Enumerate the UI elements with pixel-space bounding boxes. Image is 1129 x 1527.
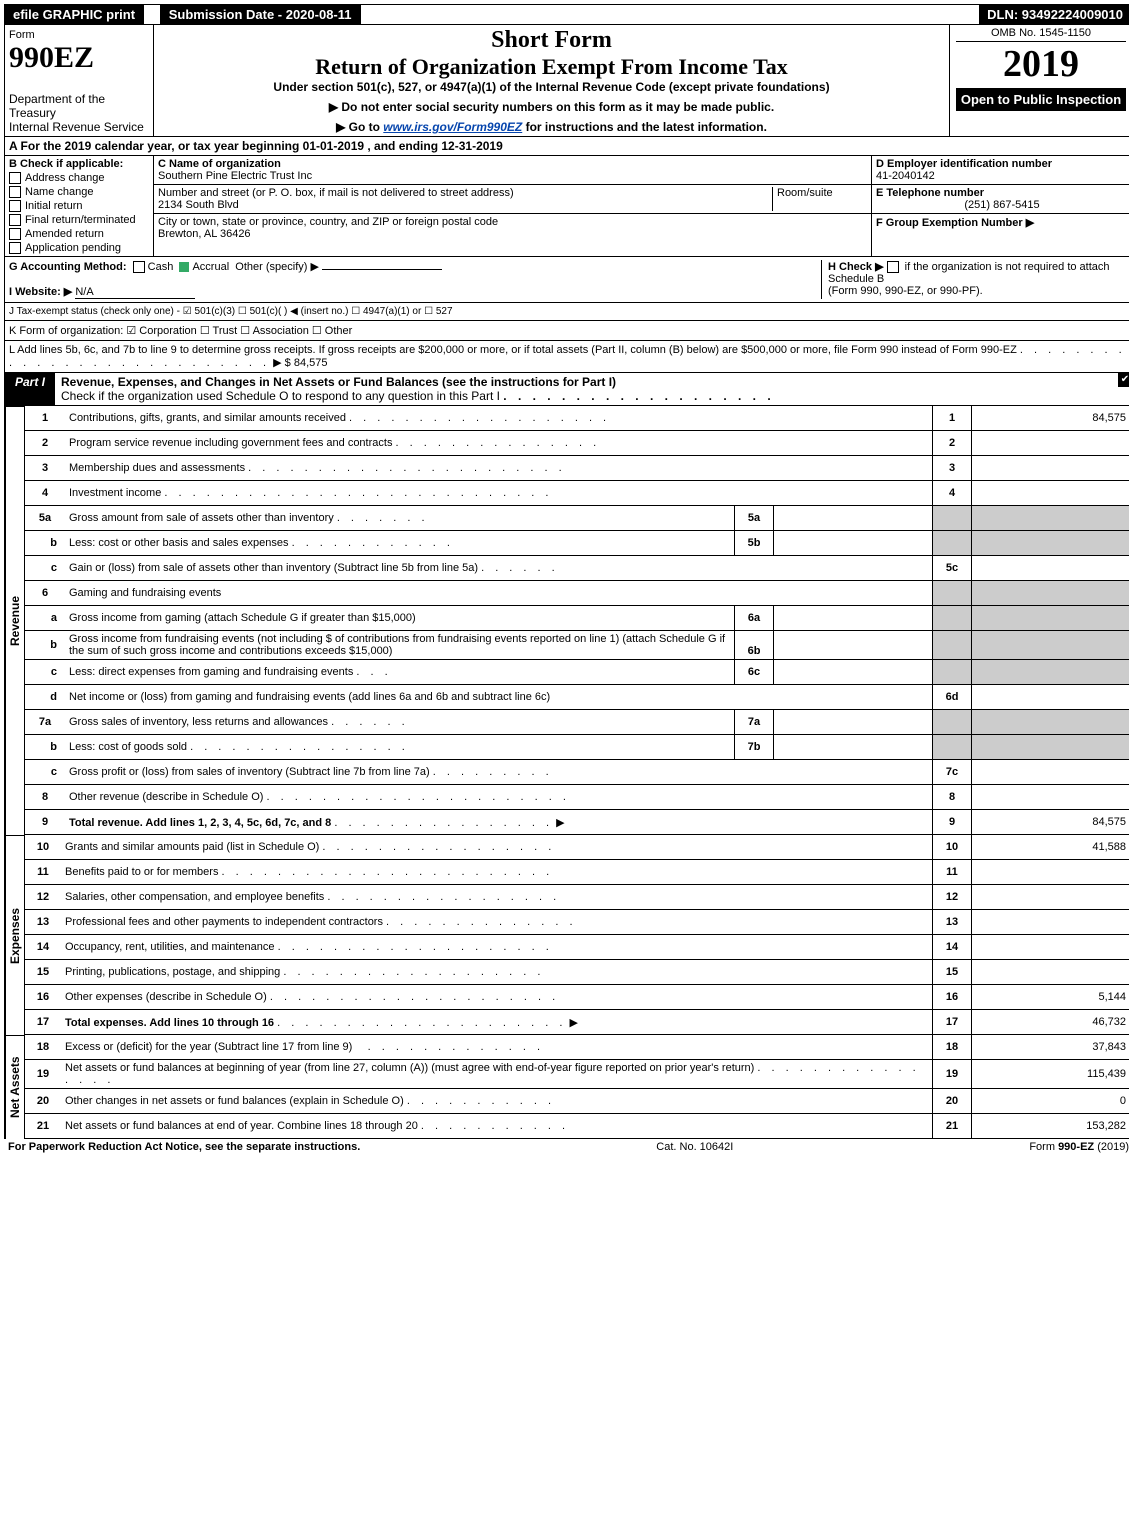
identity-block: B Check if applicable: Address change Na… [4,156,1129,257]
chk-address[interactable]: Address change [25,172,105,184]
net-assets-section: Net Assets 18Excess or (deficit) for the… [4,1035,1129,1139]
city-label: City or town, state or province, country… [158,216,498,228]
city-value: Brewton, AL 36426 [158,228,251,240]
expenses-tab: Expenses [5,835,24,1035]
street-label: Number and street (or P. O. box, if mail… [158,187,514,199]
tax-year: 2019 [956,42,1126,86]
form-word: Form [9,29,35,41]
f-label: F Group Exemption Number ▶ [876,217,1034,229]
submission-date-spacer [144,5,161,24]
no-ssn-warning: ▶ Do not enter social security numbers o… [164,100,939,114]
room-suite: Room/suite [772,187,867,211]
efile-print-button[interactable]: efile GRAPHIC print [5,5,144,24]
phone-value: (251) 867-5415 [876,199,1128,211]
footer-left: For Paperwork Reduction Act Notice, see … [8,1141,360,1153]
chk-initial[interactable]: Initial return [25,200,82,212]
h-sub: (Form 990, 990-EZ, or 990-PF). [828,285,983,297]
part-1-title: Revenue, Expenses, and Changes in Net As… [61,375,616,389]
g-accrual[interactable]: Accrual [192,261,229,273]
form-header: Form 990EZ Department of the Treasury In… [4,25,1129,137]
website-value: N/A [75,286,195,299]
part-1-tag: Part I [5,373,55,405]
expenses-section: Expenses 10Grants and similar amounts pa… [4,835,1129,1035]
e-label: E Telephone number [876,187,984,199]
org-name: Southern Pine Electric Trust Inc [158,170,312,182]
form-number: 990EZ [9,41,94,74]
irs-label: Internal Revenue Service [9,120,144,134]
ein-value: 41-2040142 [876,170,935,182]
tax-year-row: A For the 2019 calendar year, or tax yea… [4,137,1129,156]
return-title: Return of Organization Exempt From Incom… [164,54,939,80]
g-h-row: G Accounting Method: Cash Accrual Other … [4,257,1129,303]
footer-cat: Cat. No. 10642I [656,1141,733,1153]
schedule-o-check[interactable]: ✔ [1118,373,1129,387]
chk-pending[interactable]: Application pending [25,242,121,254]
g-other[interactable]: Other (specify) ▶ [235,261,319,273]
chk-name[interactable]: Name change [25,186,94,198]
topbar: efile GRAPHIC print Submission Date - 20… [4,4,1129,25]
omb-number: OMB No. 1545-1150 [956,27,1126,42]
l-row: L Add lines 5b, 6c, and 7b to line 9 to … [4,341,1129,373]
i-label: I Website: ▶ [9,286,72,298]
page-footer: For Paperwork Reduction Act Notice, see … [4,1139,1129,1155]
part-1-bar: Part I Revenue, Expenses, and Changes in… [4,373,1129,406]
l-amount: ▶ $ 84,575 [273,357,327,369]
part-1-check: Check if the organization used Schedule … [61,389,500,403]
irs-link[interactable]: www.irs.gov/Form990EZ [383,120,522,134]
goto-line: ▶ Go to www.irs.gov/Form990EZ for instru… [164,120,939,134]
dept-treasury: Department of the Treasury [9,92,105,120]
revenue-section: Revenue 1Contributions, gifts, grants, a… [4,406,1129,835]
d-label: D Employer identification number [876,158,1052,170]
under-section: Under section 501(c), 527, or 4947(a)(1)… [164,80,939,94]
j-row: J Tax-exempt status (check only one) - ☑… [4,303,1129,321]
box-b-title: B Check if applicable: [9,158,149,170]
street-value: 2134 South Blvd [158,199,239,211]
dln: DLN: 93492224009010 [979,5,1129,24]
chk-amended[interactable]: Amended return [25,228,104,240]
c-label: C Name of organization [158,158,281,170]
chk-final[interactable]: Final return/terminated [25,214,136,226]
revenue-tab: Revenue [5,406,24,835]
h-label: H Check ▶ [828,261,884,273]
g-cash[interactable]: Cash [148,261,174,273]
open-to-public: Open to Public Inspection [956,88,1126,111]
short-form-title: Short Form [164,27,939,54]
footer-right: Form 990-EZ (2019) [1029,1141,1129,1153]
g-label: G Accounting Method: [9,261,127,273]
submission-date: Submission Date - 2020-08-11 [161,5,361,24]
k-row: K Form of organization: ☑ Corporation ☐ … [4,321,1129,341]
net-assets-tab: Net Assets [5,1035,24,1139]
